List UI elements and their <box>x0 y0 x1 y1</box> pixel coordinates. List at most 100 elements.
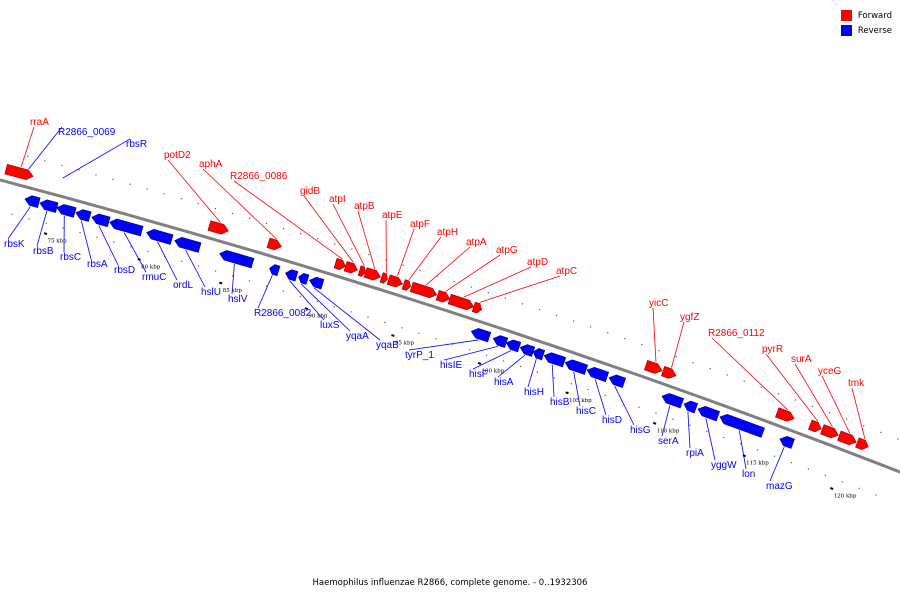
gene-leader-line-ygfz <box>671 321 685 368</box>
gene-arrow-sera <box>661 393 685 409</box>
scale-tick-label: 105 kbp <box>569 398 592 404</box>
gene-leader-line-hslu <box>185 249 206 288</box>
gene-label-atpb: atpB <box>354 201 375 212</box>
gene-leader-line-rpia <box>687 411 691 449</box>
gene-label-atpg: atpG <box>496 245 518 256</box>
gene-arrow-yqaa <box>298 273 310 285</box>
gene-label-atpf: atpF <box>410 219 430 230</box>
gene-arrow-atpe <box>379 272 388 284</box>
legend-item-forward: Forward <box>840 8 892 23</box>
gene-arrow-hslv <box>219 250 255 269</box>
gene-leader-line-hisie <box>443 345 498 361</box>
gene-leader-line-atpc <box>479 275 561 303</box>
gene-label-hish: hisH <box>524 387 544 398</box>
gene-arrow-yqab <box>309 276 325 290</box>
gene-arrow-luxs <box>285 269 299 282</box>
gene-label-yqaa: yqaA <box>346 331 369 342</box>
gene-leader-line-hisc <box>573 371 581 407</box>
legend-label-forward: Forward <box>857 10 892 21</box>
gene-leader-line-hslv <box>231 264 235 295</box>
legend-item-reverse: Reverse <box>840 23 892 38</box>
gene-arrow-rbsc <box>56 204 77 218</box>
gene-label-sera: serA <box>658 436 679 447</box>
gene-label-yqab: yqaB <box>376 340 399 351</box>
gene-label-rraa: rraA <box>30 117 49 128</box>
scale-tick <box>477 362 482 365</box>
gene-leader-line-luxs <box>288 280 325 321</box>
gene-leader-line-atpg <box>445 254 501 292</box>
gene-label-ygfz: ygfZ <box>680 312 699 323</box>
gene-leader-line-r2866_0112 <box>711 337 789 411</box>
gene-label-yicc: yicC <box>649 298 668 309</box>
gene-arrow-hisd <box>586 366 610 383</box>
gene-label-hisg: hisG <box>630 425 651 436</box>
gene-leader-line-sera <box>661 405 671 437</box>
gene-leader-line-atpa <box>425 246 471 286</box>
gene-arrow-r2866_0082 <box>269 264 281 277</box>
gene-label-rbsd: rbsD <box>114 265 135 276</box>
gene-label-hisie: hisIE <box>440 360 463 371</box>
gene-leader-line-atpi <box>332 203 365 266</box>
scale-tick <box>742 454 746 458</box>
scale-tick-label: 120 kbp <box>834 494 857 500</box>
gene-label-yceg: yceG <box>818 366 842 377</box>
gene-leader-line-rbsa <box>80 220 92 260</box>
gene-arrow-hisc <box>564 359 589 375</box>
gene-label-rbsc: rbsC <box>60 252 81 263</box>
scale-tick-label: 90 kbp <box>308 314 328 320</box>
gene-arrow-yicc <box>643 359 663 374</box>
gene-label-tyrp_1: tyrP_1 <box>405 350 434 361</box>
gene-label-r2866_0112: R2866_0112 <box>708 328 765 339</box>
gene-arrow-atpa <box>409 281 438 299</box>
gene-leader-line-rmuc <box>123 232 147 273</box>
gene-leader-line-hisd <box>594 379 607 416</box>
gene-leader-line-rbsd <box>98 225 119 266</box>
gene-arrow-r2866_0086 <box>333 257 346 270</box>
genome-backbone <box>0 178 900 474</box>
gene-arrow-hisf <box>505 339 522 353</box>
gene-arrows <box>4 163 869 451</box>
gene-arrow-sura <box>820 424 839 439</box>
gene-arrow-mazg <box>779 436 795 449</box>
gene-leader-line-yqaa <box>300 283 351 332</box>
gene-arrow-atph <box>401 279 411 291</box>
gene-arrow-pyrr <box>808 419 822 433</box>
gene-arrow-hslu <box>174 237 202 253</box>
scale-tick-label: 75 kbp <box>48 239 68 245</box>
gene-arrow-rmuc <box>109 218 144 237</box>
gene-arrow-yggw <box>697 406 720 422</box>
gene-label-pyrr: pyrR <box>762 344 783 355</box>
gene-leader-line-atpd <box>463 266 532 298</box>
gene-arrow-rraa <box>4 163 34 180</box>
legend-label-reverse: Reverse <box>857 25 892 36</box>
gene-leader-line-hisb <box>551 364 555 398</box>
gene-arrow-r2866_0112 <box>775 407 795 422</box>
gene-leader-line-tmk <box>851 387 866 440</box>
scale-tick-label: 110 kbp <box>657 428 680 434</box>
gene-arrow-rbsk <box>24 195 41 208</box>
gene-label-rbsa: rbsA <box>87 259 108 270</box>
gene-labels: rraA R2866_0069 rbsR rbsK rbsB rbsC rbsA rbsD rm… <box>4 117 866 492</box>
gene-label-atpc: atpC <box>556 266 577 277</box>
gene-arrow-atpc <box>471 301 483 314</box>
gene-label-potd2: potD2 <box>164 150 191 161</box>
gene-label-rbsr: rbsR <box>126 139 147 150</box>
gene-leader-line-sura <box>794 363 833 427</box>
gene-label-hisc: hisC <box>576 406 596 417</box>
scale-tick <box>304 307 309 310</box>
gene-label-hslv: hslV <box>228 294 248 305</box>
gene-label-apha: aphA <box>199 159 223 170</box>
scale-tick-label: 115 kbp <box>746 461 769 467</box>
gene-leader-line-hisa <box>497 354 526 378</box>
gene-leader-line-ordl <box>157 241 178 281</box>
gene-arrow-tmk <box>855 437 869 451</box>
gene-label-atph: atpH <box>437 227 458 238</box>
figure-caption: Haemophilus influenzae R2866, complete g… <box>312 578 588 588</box>
gene-leader-line-rbsr <box>62 138 131 179</box>
gene-arrow-hish <box>532 348 546 361</box>
scale-tick-label: 80 kbp <box>141 264 161 270</box>
gene-label-ordl: ordL <box>173 280 193 291</box>
gene-leader-line-gidb <box>303 195 354 263</box>
